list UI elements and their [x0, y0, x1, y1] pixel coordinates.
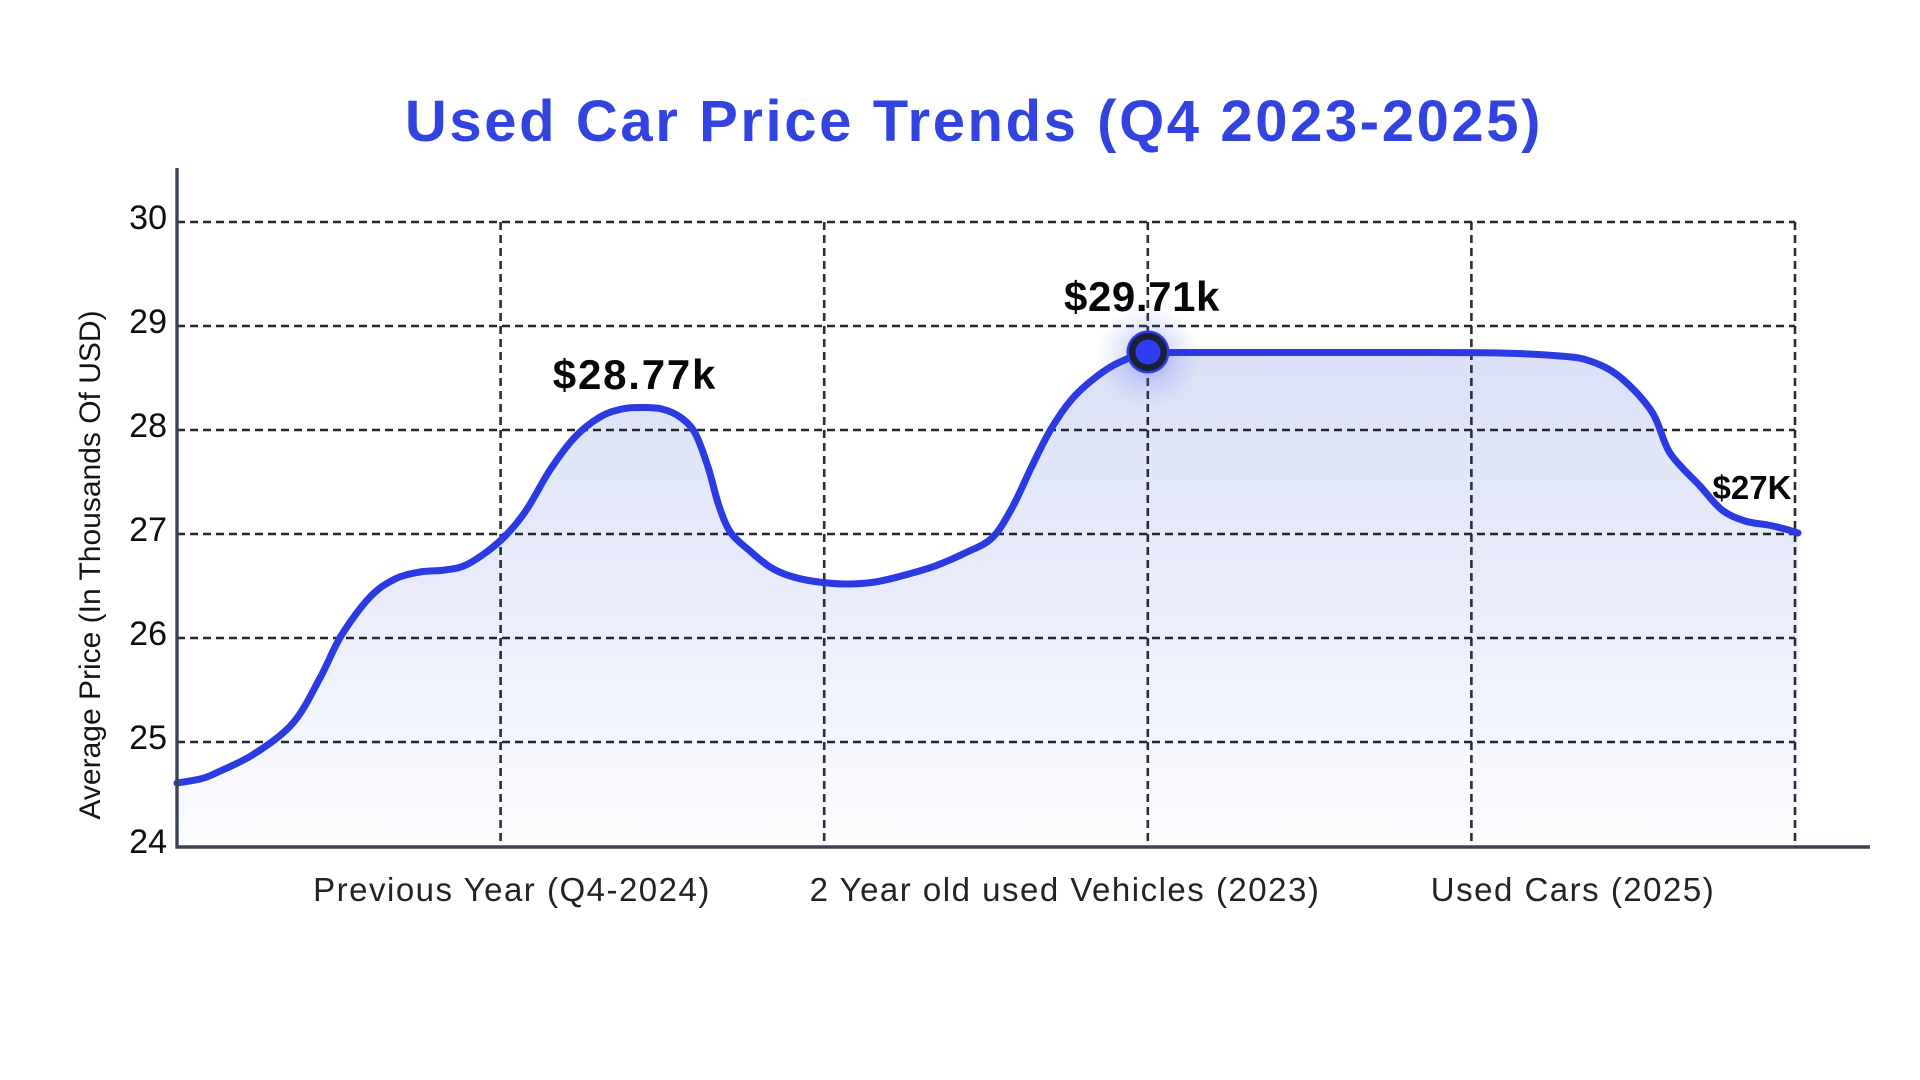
svg-text:$28.77k: $28.77k [553, 351, 717, 398]
svg-text:30: 30 [129, 199, 167, 237]
svg-text:28: 28 [129, 407, 167, 445]
svg-text:Previous Year (Q4-2024): Previous Year (Q4-2024) [313, 871, 711, 908]
svg-text:24: 24 [129, 823, 167, 861]
svg-text:27: 27 [129, 511, 167, 549]
svg-text:$29.71k: $29.71k [1064, 273, 1220, 320]
svg-text:Used Cars (2025): Used Cars (2025) [1431, 871, 1715, 908]
svg-text:26: 26 [129, 615, 167, 653]
svg-text:$27K: $27K [1713, 469, 1792, 506]
svg-text:Average Price (In Thousands Of: Average Price (In Thousands Of USD) [74, 310, 107, 819]
svg-text:2 Year old used Vehicles (2023: 2 Year old used Vehicles (2023) [810, 871, 1321, 908]
svg-text:29: 29 [129, 303, 167, 341]
svg-text:25: 25 [129, 719, 167, 757]
